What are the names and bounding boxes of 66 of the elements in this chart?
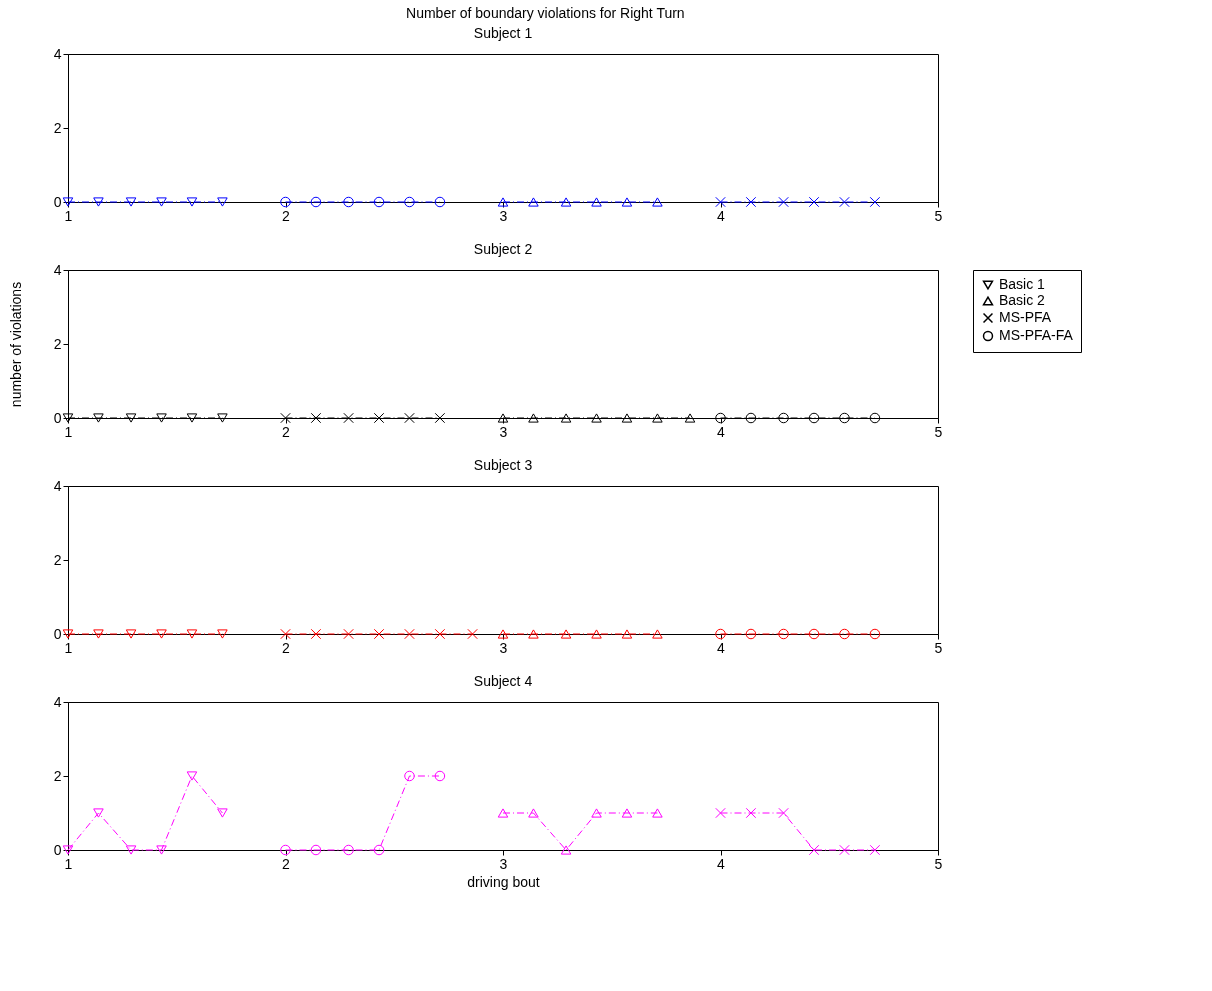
x-tick-label: 3 — [499, 639, 508, 656]
x-tick-label: 4 — [717, 423, 726, 440]
y-tick-label: 4 — [53, 261, 62, 278]
point — [591, 808, 602, 818]
point — [778, 807, 789, 819]
point — [715, 807, 726, 819]
x-tick-label: 5 — [934, 639, 943, 656]
y-tick-label: 2 — [53, 335, 62, 352]
chart-title: Subject 4 — [473, 673, 533, 689]
point — [125, 845, 137, 855]
chart-subtitle: Subject 1 — [473, 25, 533, 41]
x-tick-label: 4 — [717, 639, 726, 656]
chart-title: Number of boundary violations for Right Turn — [406, 4, 685, 21]
legend-label: MS-PFA — [999, 309, 1052, 325]
x-tick-label: 3 — [499, 855, 508, 872]
x-tick-label: 1 — [64, 855, 73, 872]
y-tick-label: 0 — [53, 193, 62, 210]
point — [280, 844, 291, 856]
legend-label: Basic 1 — [999, 276, 1046, 292]
x-tick-label: 5 — [934, 855, 943, 872]
y-axis-title: number of violations — [7, 281, 24, 408]
x-tick-label: 1 — [64, 207, 73, 224]
point — [528, 808, 539, 818]
point — [343, 844, 354, 856]
y-tick-label: 4 — [53, 693, 62, 710]
y-tick-label: 0 — [53, 625, 62, 642]
x-tick-label: 3 — [499, 207, 508, 224]
x-tick-label: 2 — [282, 423, 291, 440]
point — [62, 845, 74, 855]
point — [217, 808, 228, 818]
x-tick-label: 4 — [717, 855, 726, 872]
x-tick-label: 3 — [499, 423, 508, 440]
x-tick-label: 5 — [934, 207, 943, 224]
x-tick-label: 5 — [934, 423, 943, 440]
y-tick-label: 0 — [53, 409, 62, 426]
point — [745, 807, 757, 819]
legend-label: Basic 2 — [999, 292, 1046, 308]
chart-title: Subject 3 — [473, 457, 533, 473]
x-tick-label: 2 — [282, 855, 291, 872]
y-tick-label: 2 — [53, 119, 62, 136]
x-axis-title: driving bout — [467, 873, 540, 890]
point — [156, 845, 167, 855]
y-tick-label: 4 — [53, 477, 62, 494]
y-tick-label: 4 — [53, 45, 62, 62]
x-tick-label: 4 — [717, 207, 726, 224]
point — [560, 845, 572, 855]
y-tick-label: 2 — [53, 551, 62, 568]
point — [373, 844, 385, 856]
point — [186, 771, 198, 781]
point — [310, 844, 322, 856]
point — [497, 808, 509, 818]
x-tick-label: 2 — [282, 639, 291, 656]
chart-title: Subject 2 — [473, 241, 533, 257]
point — [621, 808, 633, 818]
point — [93, 808, 104, 818]
point — [652, 808, 663, 818]
point — [404, 770, 415, 782]
point — [434, 770, 446, 782]
y-tick-label: 2 — [53, 767, 62, 784]
point — [869, 844, 881, 856]
legend-label: MS-PFA-FA — [999, 327, 1074, 343]
x-tick-label: 1 — [64, 423, 73, 440]
x-tick-label: 1 — [64, 639, 73, 656]
x-tick-label: 2 — [282, 207, 291, 224]
point — [839, 844, 850, 856]
y-tick-label: 0 — [53, 841, 62, 858]
